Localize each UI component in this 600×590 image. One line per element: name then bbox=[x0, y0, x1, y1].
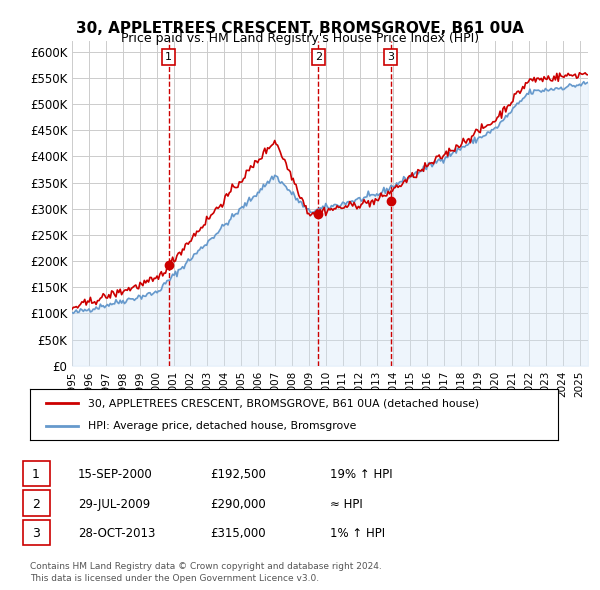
Text: 1% ↑ HPI: 1% ↑ HPI bbox=[330, 527, 385, 540]
Text: 19% ↑ HPI: 19% ↑ HPI bbox=[330, 468, 392, 481]
Text: 1: 1 bbox=[165, 52, 172, 62]
Text: 29-JUL-2009: 29-JUL-2009 bbox=[78, 498, 150, 511]
Text: ≈ HPI: ≈ HPI bbox=[330, 498, 363, 511]
Text: 2: 2 bbox=[32, 498, 40, 511]
Text: 1: 1 bbox=[32, 468, 40, 481]
Text: 15-SEP-2000: 15-SEP-2000 bbox=[78, 468, 153, 481]
Text: HPI: Average price, detached house, Bromsgrove: HPI: Average price, detached house, Brom… bbox=[88, 421, 356, 431]
Text: 3: 3 bbox=[387, 52, 394, 62]
Text: 2: 2 bbox=[315, 52, 322, 62]
Text: 28-OCT-2013: 28-OCT-2013 bbox=[78, 527, 155, 540]
Text: Contains HM Land Registry data © Crown copyright and database right 2024.
This d: Contains HM Land Registry data © Crown c… bbox=[30, 562, 382, 583]
Text: Price paid vs. HM Land Registry's House Price Index (HPI): Price paid vs. HM Land Registry's House … bbox=[121, 32, 479, 45]
Text: 30, APPLETREES CRESCENT, BROMSGROVE, B61 0UA (detached house): 30, APPLETREES CRESCENT, BROMSGROVE, B61… bbox=[88, 398, 479, 408]
Text: £290,000: £290,000 bbox=[210, 498, 266, 511]
Text: 30, APPLETREES CRESCENT, BROMSGROVE, B61 0UA: 30, APPLETREES CRESCENT, BROMSGROVE, B61… bbox=[76, 21, 524, 35]
Text: 3: 3 bbox=[32, 527, 40, 540]
Text: £315,000: £315,000 bbox=[210, 527, 266, 540]
Text: £192,500: £192,500 bbox=[210, 468, 266, 481]
